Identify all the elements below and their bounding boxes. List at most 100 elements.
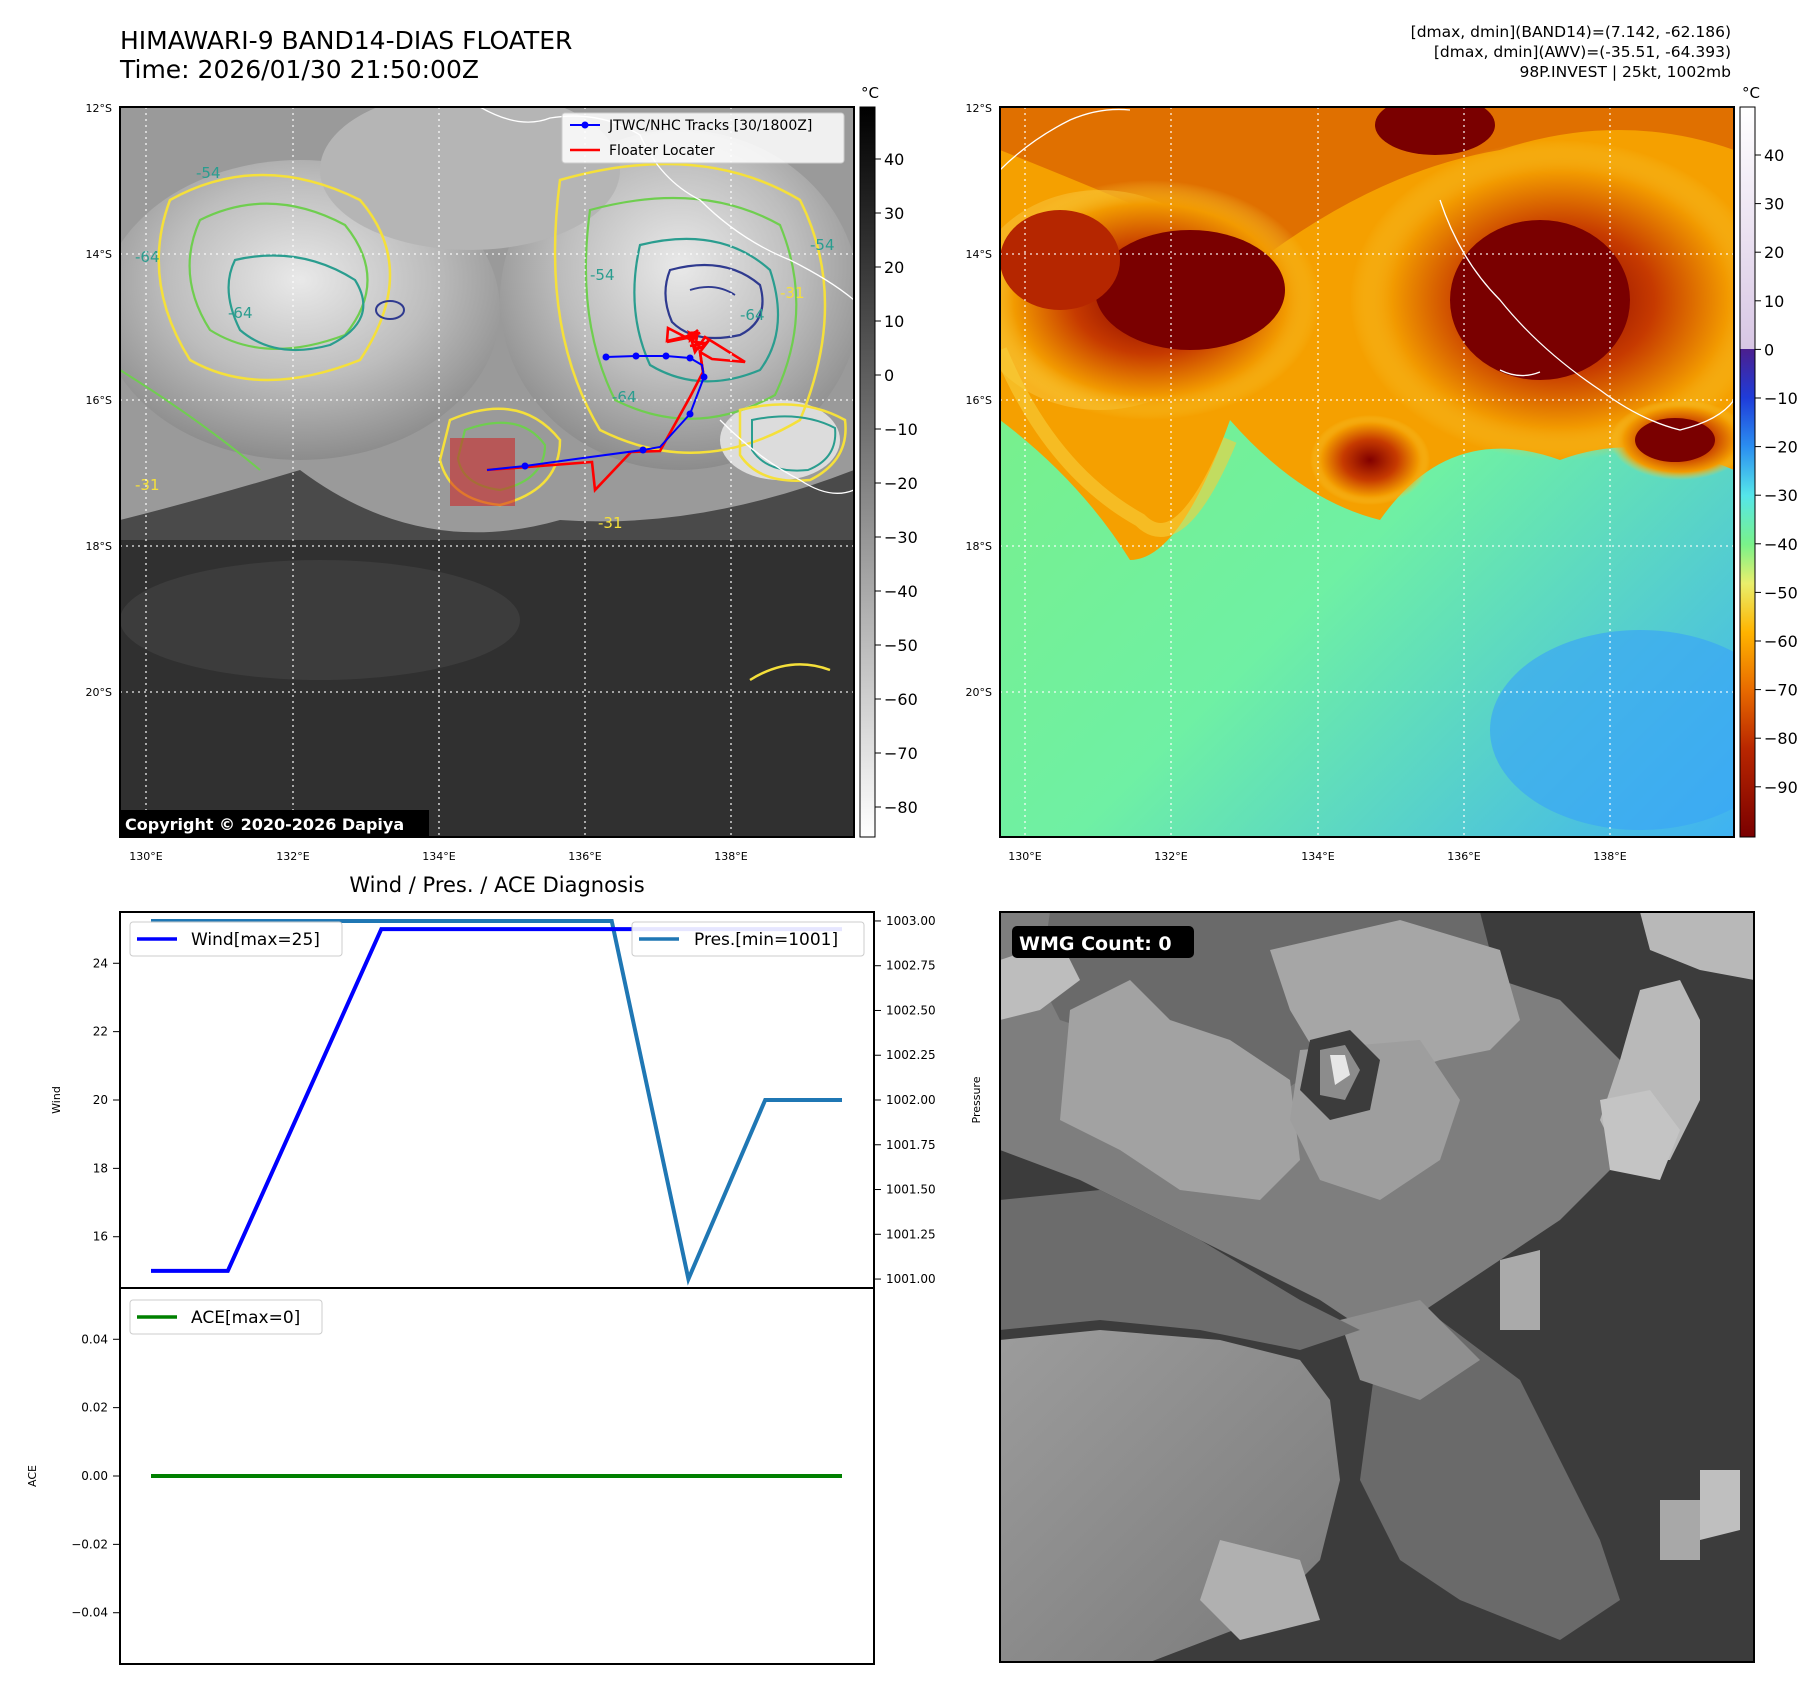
copyright-text: Copyright © 2020-2026 Dapiya bbox=[125, 815, 404, 834]
ir-colorbar-unit: °C bbox=[861, 84, 879, 102]
ir-colorbar-tick-label: 0 bbox=[884, 366, 894, 385]
svg-text:12°S: 12°S bbox=[86, 102, 112, 115]
awv-colorbar-tick-label: −10 bbox=[1764, 389, 1798, 408]
pressure-tick-label: 1002.00 bbox=[886, 1093, 936, 1107]
ir-map-panel: -54 -64 -64 -64 -54 -31 -31 -31 -54 -64 bbox=[86, 84, 918, 863]
wmg-count-label: WMG Count: 0 bbox=[1019, 933, 1172, 955]
wind-legend-label: Wind[max=25] bbox=[191, 930, 320, 950]
wind-ticks: 24 22 20 18 16 bbox=[93, 956, 120, 1244]
legend-locater-label: Floater Locater bbox=[609, 143, 715, 159]
svg-text:18°S: 18°S bbox=[966, 540, 992, 553]
svg-text:130°E: 130°E bbox=[1008, 850, 1041, 863]
legend-track-label: JTWC/NHC Tracks [30/1800Z] bbox=[608, 118, 812, 134]
ir-colorbar-tick-label: 30 bbox=[884, 204, 904, 223]
ir-colorbar: °C 40 30 20 10 0 −10 −20 −30 −40 −50 −60 −70 −80 bbox=[859, 84, 918, 838]
awv-map-imagery bbox=[1000, 107, 1734, 837]
ir-colorbar-tick-label: 10 bbox=[884, 312, 904, 331]
ace-tick-label: −0.04 bbox=[71, 1606, 108, 1620]
pressure-tick-label: 1001.75 bbox=[886, 1138, 936, 1152]
svg-text:136°E: 136°E bbox=[568, 850, 601, 863]
ace-tick-label: −0.02 bbox=[71, 1537, 108, 1551]
svg-text:16°S: 16°S bbox=[966, 394, 992, 407]
ace-tick-label: 0.04 bbox=[81, 1332, 108, 1346]
awv-colorbar-tick-label: 40 bbox=[1764, 146, 1784, 165]
pressure-tick-label: 1002.50 bbox=[886, 1003, 936, 1017]
svg-text:20°S: 20°S bbox=[86, 686, 112, 699]
awv-colorbar-tick-label: −80 bbox=[1764, 729, 1798, 748]
svg-text:138°E: 138°E bbox=[714, 850, 747, 863]
ir-colorbar-tick-label: −20 bbox=[884, 474, 918, 493]
contour-label: -64 bbox=[612, 388, 637, 406]
ir-colorbar-tick-label: 40 bbox=[884, 150, 904, 169]
ace-tick-label: 0.02 bbox=[81, 1401, 108, 1415]
contour-label: -31 bbox=[598, 514, 623, 532]
svg-text:14°S: 14°S bbox=[86, 248, 112, 261]
svg-text:18°S: 18°S bbox=[86, 540, 112, 553]
ir-gridlines bbox=[120, 107, 854, 837]
ace-legend-label: ACE[max=0] bbox=[191, 1308, 300, 1328]
svg-text:134°E: 134°E bbox=[1301, 850, 1334, 863]
ace-legend: ACE[max=0] bbox=[129, 1299, 323, 1335]
awv-colorbar-tick-label: −20 bbox=[1764, 438, 1798, 457]
awv-colorbar: °C 40 30 20 10 0 −10 −20 −30 −40 −50 −60 −70 −80 −90 bbox=[1739, 84, 1798, 838]
wmg-count-badge bbox=[1012, 926, 1194, 958]
awv-colorbar-tick-label: 10 bbox=[1764, 292, 1784, 311]
ir-map-imagery: -54 -64 -64 -64 -54 -31 -31 -31 -54 -64 bbox=[120, 107, 854, 837]
ir-colorbar-tick-label: −80 bbox=[884, 798, 918, 817]
wind-pres-axes bbox=[119, 911, 875, 1289]
pressure-tick-label: 1001.25 bbox=[886, 1227, 936, 1241]
ir-colorbar-tick-label: 20 bbox=[884, 258, 904, 277]
pressure-tick-label: 1002.75 bbox=[886, 959, 936, 973]
svg-text:20°S: 20°S bbox=[966, 686, 992, 699]
awv-colorbar-tick-label: 30 bbox=[1764, 195, 1784, 214]
pressure-tick-label: 1003.00 bbox=[886, 914, 936, 928]
awv-lon-labels: 130°E 132°E 134°E 136°E 138°E bbox=[1008, 850, 1626, 863]
awv-lat-labels: 12°S 14°S 16°S 18°S 20°S bbox=[966, 102, 992, 699]
awv-gridlines bbox=[1000, 107, 1734, 837]
wmg-panel: WMG Count: 0 bbox=[999, 911, 1755, 1663]
wind-tick-label: 24 bbox=[93, 956, 108, 970]
pressure-ticks: 1003.00 1002.75 1002.50 1002.25 1002.00 1001.… bbox=[874, 914, 936, 1286]
floater-locater-line bbox=[486, 325, 746, 493]
wind-tick-label: 16 bbox=[93, 1230, 108, 1244]
awv-colorbar-tick-label: −50 bbox=[1764, 583, 1798, 602]
awv-map-panel: 12°S 14°S 16°S 18°S 20°S 130°E 132°E 134… bbox=[966, 84, 1798, 863]
contour-label: -64 bbox=[740, 306, 765, 324]
awv-colorbar-tick-label: 20 bbox=[1764, 243, 1784, 262]
svg-text:132°E: 132°E bbox=[276, 850, 309, 863]
ace-ticks: 0.04 0.02 0.00 −0.02 −0.04 bbox=[71, 1332, 120, 1620]
contour-label: -31 bbox=[135, 476, 160, 494]
wind-axis-label: Wind bbox=[50, 1086, 63, 1114]
wind-legend: Wind[max=25] bbox=[129, 921, 343, 957]
svg-text:134°E: 134°E bbox=[422, 850, 455, 863]
storm-summary: 98P.INVEST | 25kt, 1002mb bbox=[1519, 63, 1731, 81]
awv-colorbar-tick-label: −70 bbox=[1764, 681, 1798, 700]
contour-label: -54 bbox=[196, 164, 221, 182]
ir-colorbar-tick-label: −50 bbox=[884, 636, 918, 655]
pressure-tick-label: 1001.00 bbox=[886, 1272, 936, 1286]
figure-title: HIMAWARI-9 BAND14-DIAS FLOATER bbox=[120, 26, 573, 55]
ir-map-legend: JTWC/NHC Tracks [30/1800Z] Floater Locat… bbox=[561, 112, 845, 164]
svg-text:14°S: 14°S bbox=[966, 248, 992, 261]
ace-axis-label: ACE bbox=[26, 1465, 39, 1487]
ace-tick-label: 0.00 bbox=[81, 1469, 108, 1483]
awv-colorbar-tick-label: −60 bbox=[1764, 632, 1798, 651]
pressure-legend: Pres.[min=1001] bbox=[631, 921, 865, 957]
pressure-tick-label: 1002.25 bbox=[886, 1048, 936, 1062]
ir-colorbar-tick-label: −30 bbox=[884, 528, 918, 547]
wind-tick-label: 18 bbox=[93, 1161, 108, 1175]
svg-text:132°E: 132°E bbox=[1154, 850, 1187, 863]
awv-colorbar-tick-label: −40 bbox=[1764, 535, 1798, 554]
wind-tick-label: 20 bbox=[93, 1093, 108, 1107]
awv-colorbar-tick-label: 0 bbox=[1764, 340, 1774, 359]
copyright-badge bbox=[121, 810, 429, 836]
awv-range: [dmax, dmin](AWV)=(-35.51, -64.393) bbox=[1433, 43, 1731, 61]
diagnosis-panel: Wind / Pres. / ACE Diagnosis 2422201816 … bbox=[26, 873, 983, 1665]
awv-colorbar-tick-label: −30 bbox=[1764, 486, 1798, 505]
ir-colorbar-tick-label: −10 bbox=[884, 420, 918, 439]
awv-colorbar-unit: °C bbox=[1742, 84, 1760, 102]
contour-label: -54 bbox=[810, 236, 835, 254]
jtwc-track-line bbox=[486, 355, 706, 471]
ir-lat-labels: 12°S 14°S 16°S 18°S 20°S bbox=[86, 102, 112, 699]
svg-text:136°E: 136°E bbox=[1447, 850, 1480, 863]
